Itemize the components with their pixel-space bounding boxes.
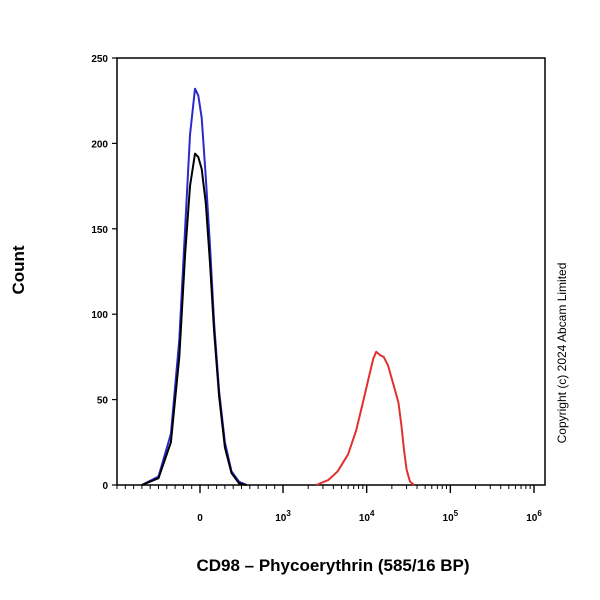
x-tick-label: 105: [443, 509, 459, 524]
x-tick-label: 0: [197, 513, 203, 524]
y-tick-label: 150: [91, 225, 108, 236]
series-line-3: [315, 350, 415, 486]
x-tick-label: 103: [275, 509, 291, 524]
x-tick-label: 104: [359, 509, 375, 524]
plot-frame: [116, 57, 546, 486]
y-tick-label: 0: [102, 481, 108, 492]
series-line-2: [141, 152, 247, 486]
y-tick-label: 50: [97, 396, 109, 407]
y-tick-label: 100: [91, 310, 108, 321]
y-axis-title: Count: [9, 245, 28, 294]
x-axis-title: CD98 – Phycoerythrin (585/16 BP): [196, 556, 469, 575]
y-tick-label: 250: [91, 54, 108, 65]
series-line-1: [141, 87, 247, 486]
y-tick-label: 200: [91, 139, 108, 150]
x-tick-label: 106: [526, 509, 542, 524]
copyright-annotation: Copyright (c) 2024 Abcam Limited: [555, 263, 569, 444]
